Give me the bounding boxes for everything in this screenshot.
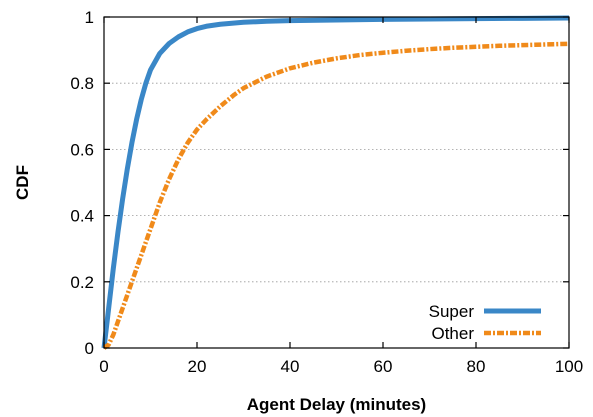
legend-label-super: Super [429,302,475,321]
y-tick-label-2: 0.4 [70,207,94,226]
grid [104,82,569,283]
x-tick-label-1: 20 [188,357,207,376]
y-tick-label-3: 0.6 [70,140,94,159]
x-tick-label-4: 80 [467,357,486,376]
y-tick-label-0: 0 [85,339,94,358]
x-tick-label-0: 0 [99,357,108,376]
x-tick-label-5: 100 [555,357,583,376]
plot-frame [103,16,570,349]
y-tick-label-5: 1 [85,8,94,27]
x-tick-label-3: 60 [374,357,393,376]
axis-tick-labels: 0 20 40 60 80 100 0 0.2 0.4 0.6 0.8 1 [70,8,583,376]
x-axis-title: Agent Delay (minutes) [247,395,426,414]
series-line-other [102,41,570,350]
legend: Super Other [429,302,541,343]
y-tick-label-1: 0.2 [70,273,94,292]
series-layer [101,15,570,350]
legend-label-other: Other [431,324,474,343]
series-line-super [101,15,570,349]
y-tick-label-4: 0.8 [70,74,94,93]
axis-ticks [103,16,570,349]
x-tick-label-2: 40 [281,357,300,376]
y-axis-title: CDF [13,165,32,200]
